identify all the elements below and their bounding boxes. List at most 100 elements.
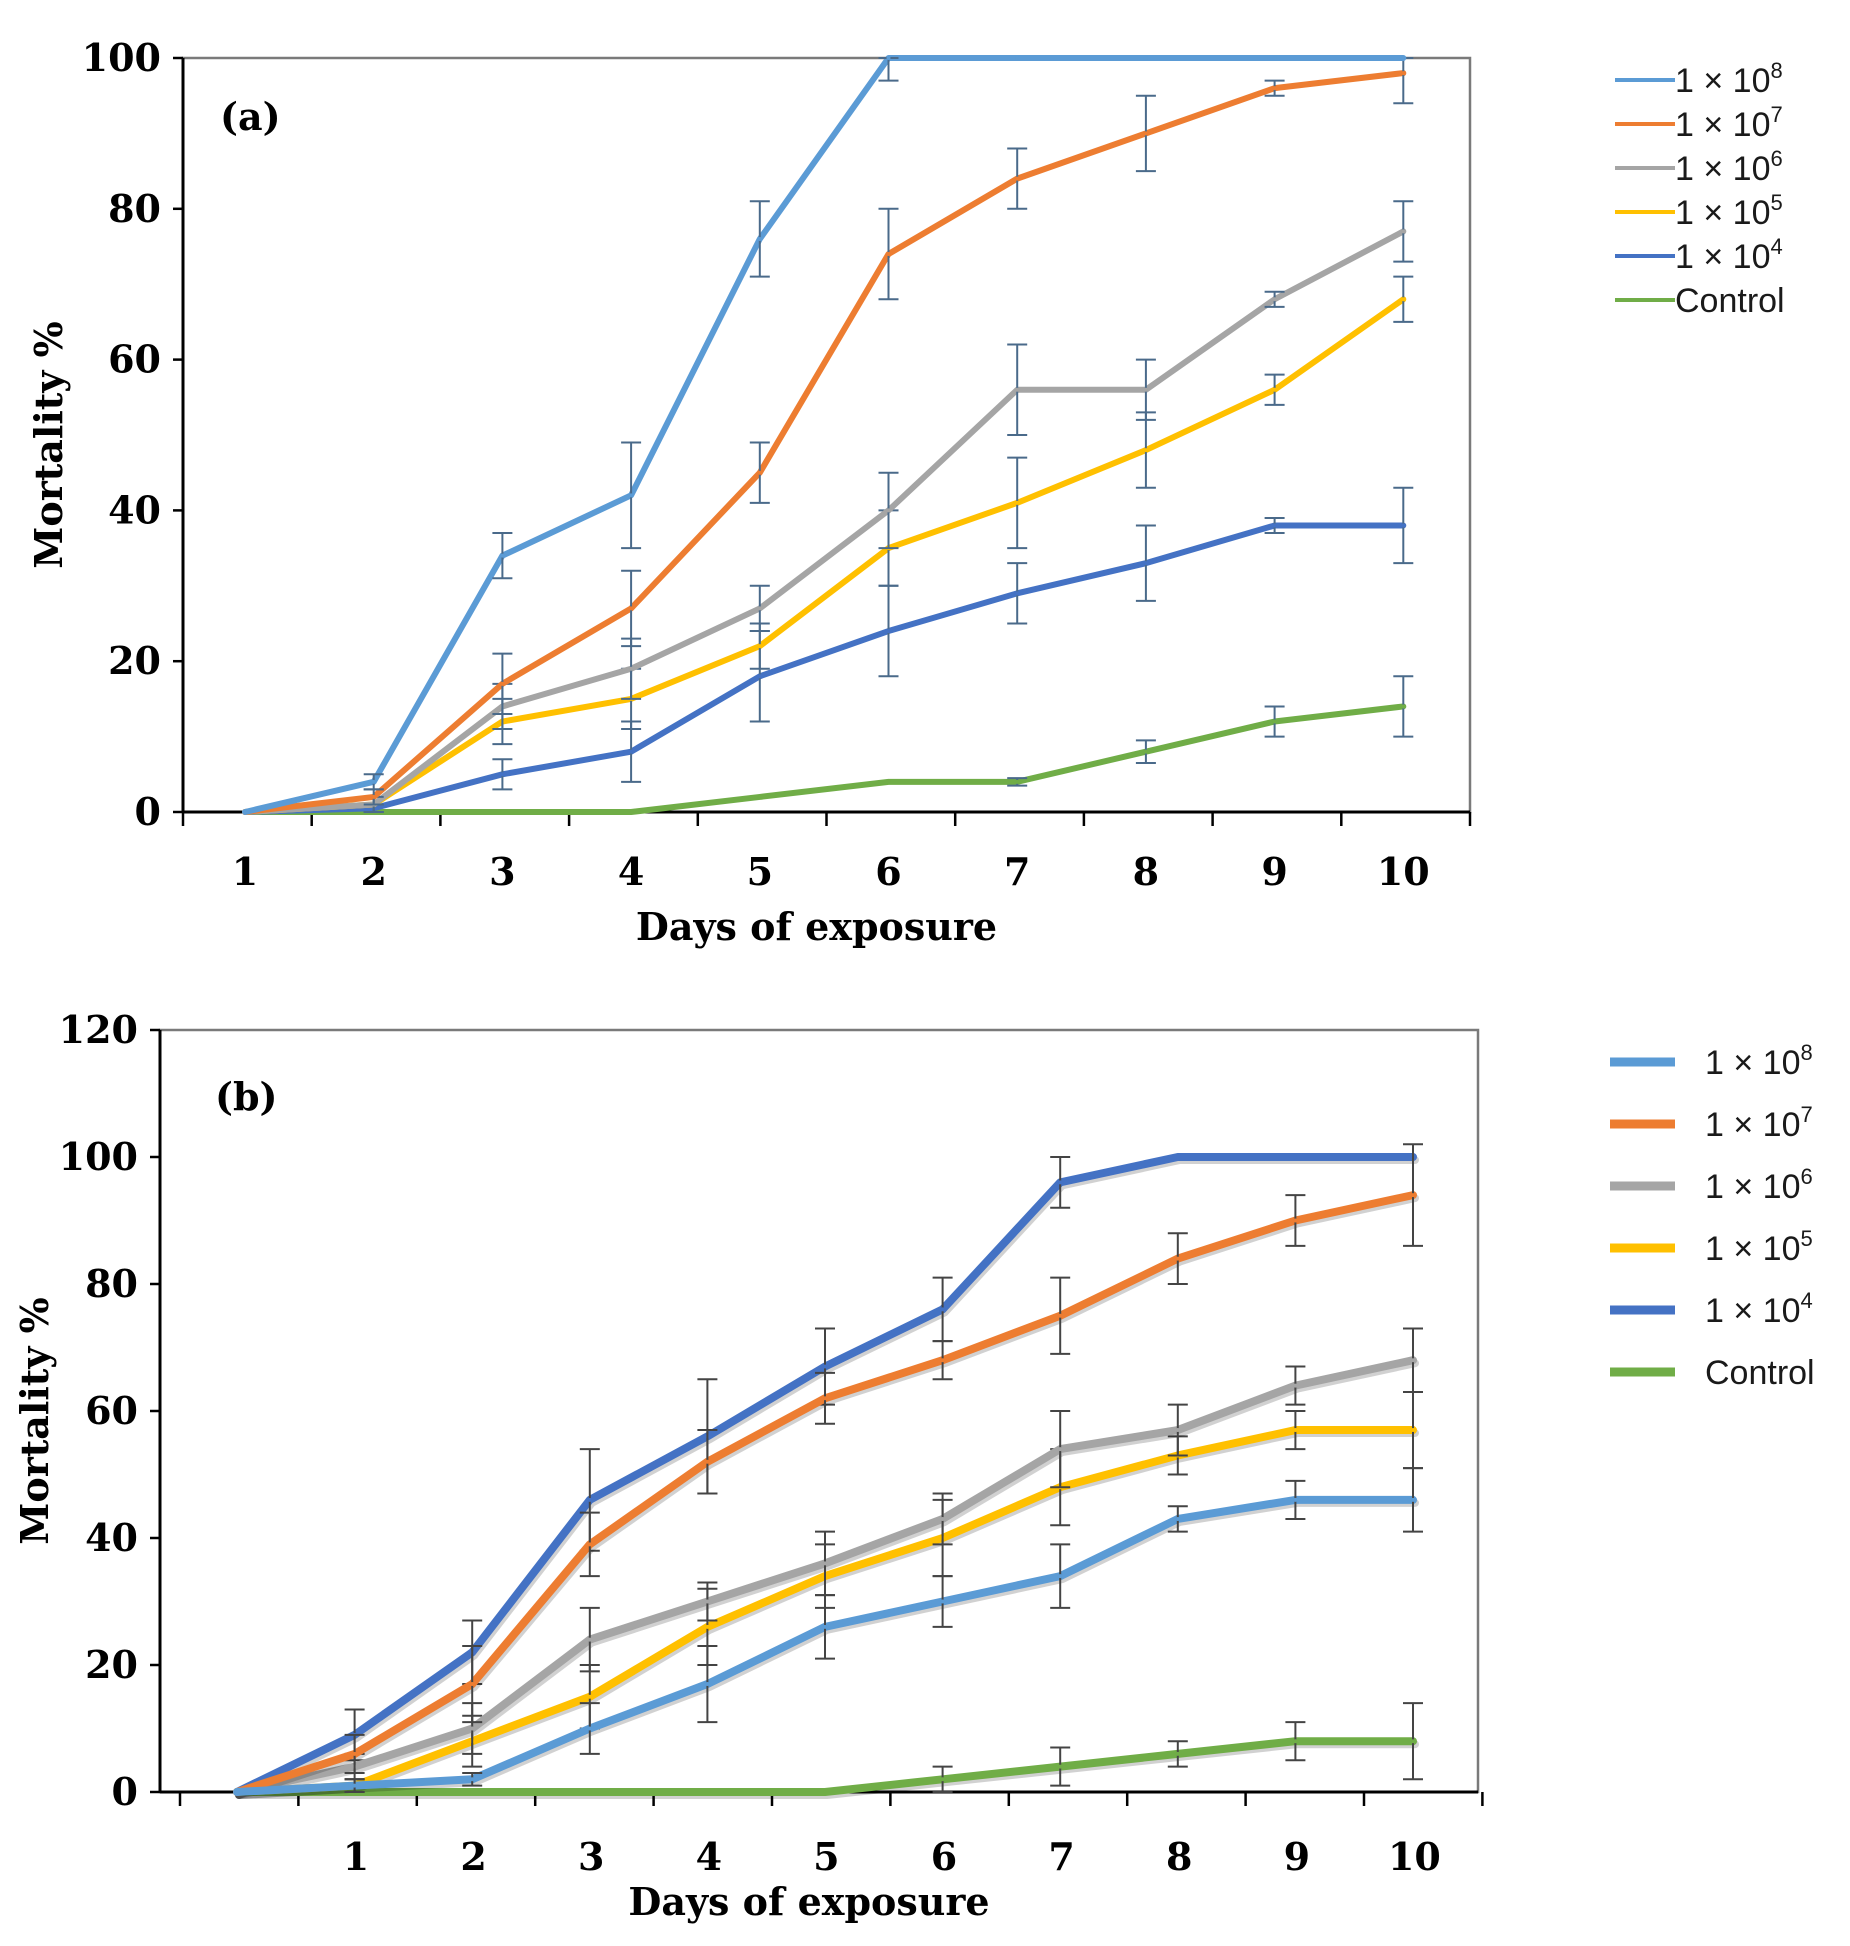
series-line [242, 296, 1407, 815]
data-point [587, 1726, 592, 1731]
data-point [1143, 387, 1148, 392]
data-point [1272, 523, 1277, 528]
y-tick-label-a: 80 [108, 186, 161, 231]
y-tick-label-b: 100 [59, 1134, 138, 1179]
data-point [1015, 387, 1020, 392]
y-axis-title-a: Mortality % [26, 321, 71, 568]
data-point [1143, 131, 1148, 136]
chart-panel-a: 0 20 40 60 80 100 1 2 3 4 5 6 7 8 9 10 Days of exposure M… [26, 35, 1785, 949]
data-point [940, 1358, 945, 1363]
data-point [1175, 1751, 1180, 1756]
legend-label: 1 × 108 [1705, 1040, 1813, 1082]
data-point [1293, 1155, 1298, 1159]
x-tick-label-a: 7 [1004, 849, 1030, 894]
data-point [1401, 71, 1406, 76]
data-point [500, 772, 505, 777]
x-tick-label-a: 10 [1377, 849, 1430, 894]
data-point [587, 1637, 592, 1642]
y-tick-label-b: 40 [85, 1515, 138, 1560]
y-tick-label-b: 120 [59, 1007, 138, 1052]
data-point [1058, 1180, 1063, 1185]
legend-b: 1 × 108 1 × 107 1 × 106 1 × 105 1 × 104 Contr… [1610, 1040, 1815, 1392]
legend-label: 1 × 106 [1705, 1164, 1813, 1206]
data-point [1401, 229, 1406, 234]
data-point [1058, 1574, 1063, 1579]
x-tick-label-b: 8 [1166, 1834, 1192, 1879]
data-point [1401, 297, 1406, 302]
series-a-0 [242, 55, 1407, 815]
data-point [500, 681, 505, 686]
data-point [1175, 1516, 1180, 1521]
data-point [757, 470, 762, 475]
y-tick-label-b: 60 [85, 1388, 138, 1433]
plot-area-b [158, 1028, 1480, 1794]
data-point [940, 1777, 945, 1782]
series-shadow [235, 1194, 1419, 1799]
data-point [629, 666, 634, 671]
x-tick-label-a: 9 [1261, 849, 1287, 894]
data-point [1175, 1155, 1180, 1159]
data-point [1175, 1428, 1180, 1433]
data-point [235, 1790, 239, 1794]
data-point [886, 56, 891, 60]
legend-label: Control [1675, 282, 1785, 320]
legend-label: 1 × 105 [1705, 1226, 1813, 1268]
legend-label: 1 × 104 [1705, 1288, 1813, 1330]
data-point [940, 1599, 945, 1604]
data-point [629, 810, 634, 814]
x-tick-label-b: 7 [1048, 1834, 1074, 1879]
legend-label: 1 × 107 [1675, 102, 1783, 144]
data-point [1272, 297, 1277, 302]
data-point [500, 810, 505, 814]
series-a-4 [242, 486, 1414, 815]
data-point [757, 644, 762, 649]
series-line [242, 228, 1407, 815]
data-point [1411, 1358, 1415, 1363]
legend-label: 1 × 108 [1675, 58, 1783, 100]
data-point [1411, 1428, 1415, 1433]
data-point [1293, 1739, 1298, 1744]
data-point [1401, 704, 1406, 709]
x-tick-label-a: 4 [618, 849, 644, 894]
data-point [587, 1542, 592, 1547]
series-a-1 [242, 57, 1414, 815]
x-tick-label-b: 6 [931, 1834, 957, 1879]
data-point [587, 1694, 592, 1699]
data-point [1175, 1256, 1180, 1261]
data-point [823, 1790, 827, 1794]
data-point [371, 794, 376, 799]
data-point [1143, 561, 1148, 566]
data-point [823, 1624, 827, 1629]
data-point [352, 1751, 357, 1756]
y-tick-label-a: 20 [108, 638, 161, 683]
data-point [823, 1396, 827, 1401]
data-point [823, 1561, 827, 1566]
data-point [886, 629, 891, 634]
series-a-5 [242, 675, 1414, 815]
data-point [470, 1790, 475, 1794]
x-tick-label-b: 3 [578, 1834, 604, 1879]
x-tick-label-a: 8 [1133, 849, 1159, 894]
data-point [1411, 1739, 1415, 1744]
x-tick-label-a: 2 [360, 849, 386, 894]
series-b-0 [233, 1467, 1423, 1799]
legend-label: 1 × 106 [1675, 146, 1783, 188]
series-line [242, 70, 1407, 815]
legend-label: 1 × 105 [1675, 190, 1783, 232]
data-point [1015, 500, 1020, 505]
panel-label-b: (b) [215, 1074, 278, 1119]
data-point [587, 1497, 592, 1502]
data-point [1143, 56, 1148, 60]
data-point [1143, 448, 1148, 453]
y-tick-label-b: 20 [85, 1642, 138, 1687]
legend-label: 1 × 104 [1675, 234, 1783, 276]
data-point [757, 794, 762, 799]
y-axis-title-b: Mortality % [12, 1297, 57, 1544]
series-b-4 [233, 1153, 1419, 1799]
data-point [705, 1790, 710, 1794]
x-tick-label-b: 10 [1388, 1834, 1441, 1879]
data-point [1293, 1497, 1298, 1502]
data-point [500, 553, 505, 558]
data-point [1015, 56, 1020, 60]
